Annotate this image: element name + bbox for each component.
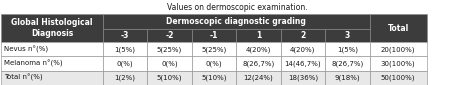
Text: 1(2%): 1(2%) — [115, 75, 136, 81]
Text: -2: -2 — [165, 31, 174, 40]
Text: Nevus n°(%): Nevus n°(%) — [4, 46, 48, 53]
Text: 4(20%): 4(20%) — [290, 46, 316, 53]
Bar — [147, 71, 192, 85]
Text: 0(%): 0(%) — [117, 60, 133, 67]
Bar — [370, 71, 427, 85]
Text: 8(26,7%): 8(26,7%) — [242, 60, 274, 67]
Text: Total: Total — [388, 24, 409, 33]
Bar — [236, 42, 281, 56]
Text: 30(100%): 30(100%) — [381, 60, 415, 67]
Bar — [147, 29, 192, 42]
Text: Total n°(%): Total n°(%) — [4, 74, 42, 81]
Bar — [103, 42, 147, 56]
Text: Melanoma n°(%): Melanoma n°(%) — [4, 60, 62, 67]
Bar — [103, 56, 147, 71]
Text: 1(5%): 1(5%) — [337, 46, 358, 53]
Text: 4(20%): 4(20%) — [246, 46, 271, 53]
Text: 3: 3 — [345, 31, 350, 40]
Text: 1(5%): 1(5%) — [115, 46, 136, 53]
Text: 1: 1 — [256, 31, 261, 40]
Text: Dermoscopic diagnostic grading: Dermoscopic diagnostic grading — [166, 17, 306, 26]
Bar — [147, 56, 192, 71]
Bar — [192, 42, 236, 56]
Text: 5(10%): 5(10%) — [201, 75, 227, 81]
Bar — [236, 71, 281, 85]
Text: 0(%): 0(%) — [206, 60, 222, 67]
Bar — [192, 29, 236, 42]
Bar — [325, 29, 370, 42]
Bar — [325, 42, 370, 56]
Bar — [370, 14, 427, 42]
Text: 18(36%): 18(36%) — [288, 75, 318, 81]
Bar — [236, 29, 281, 42]
Text: 5(10%): 5(10%) — [157, 75, 182, 81]
Text: 20(100%): 20(100%) — [381, 46, 415, 53]
Text: -3: -3 — [121, 31, 129, 40]
Bar — [281, 42, 325, 56]
Bar — [325, 56, 370, 71]
Bar — [192, 56, 236, 71]
Bar — [236, 56, 281, 71]
Text: 2: 2 — [300, 31, 306, 40]
Bar — [103, 29, 147, 42]
Text: 0(%): 0(%) — [161, 60, 178, 67]
Text: 5(25%): 5(25%) — [157, 46, 182, 53]
Bar — [1, 56, 103, 71]
Bar — [192, 71, 236, 85]
Bar — [103, 14, 370, 29]
Bar — [1, 71, 103, 85]
Bar — [103, 71, 147, 85]
Bar — [147, 42, 192, 56]
Text: 12(24%): 12(24%) — [244, 75, 273, 81]
Bar — [370, 56, 427, 71]
Bar — [1, 42, 103, 56]
Bar — [1, 14, 103, 42]
Text: 50(100%): 50(100%) — [381, 75, 415, 81]
Text: 14(46,7%): 14(46,7%) — [284, 60, 321, 67]
Text: 9(18%): 9(18%) — [335, 75, 360, 81]
Text: -1: -1 — [210, 31, 218, 40]
Bar — [370, 42, 427, 56]
Text: 8(26,7%): 8(26,7%) — [331, 60, 364, 67]
Text: Values on dermoscopic examination.: Values on dermoscopic examination. — [167, 3, 308, 12]
Bar — [281, 71, 325, 85]
Bar — [281, 29, 325, 42]
Bar — [281, 56, 325, 71]
Text: Global Histological
Diagnosis: Global Histological Diagnosis — [11, 18, 93, 38]
Bar — [325, 71, 370, 85]
Text: 5(25%): 5(25%) — [201, 46, 227, 53]
